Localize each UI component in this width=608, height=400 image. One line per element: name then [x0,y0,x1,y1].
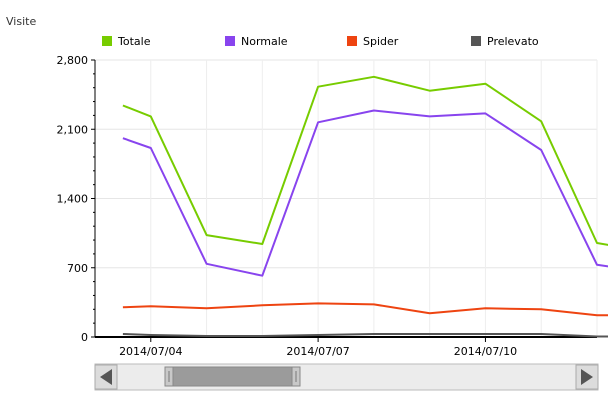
legend-swatch [102,36,112,46]
x-tick-label: 2014/07/04 [119,345,182,358]
scroll-thumb[interactable] [164,366,301,387]
legend-swatch [347,36,357,46]
legend-label: Spider [363,35,399,48]
legend-label: Prelevato [487,35,539,48]
y-tick-label: 2,100 [57,123,89,136]
legend-item-totale[interactable]: Totale [102,35,151,48]
legend-label: Normale [241,35,288,48]
series-line-spider [122,302,608,317]
series-line-normale [122,109,608,277]
y-tick-label: 700 [67,262,88,275]
y-axis-ticks: 0 700 1,400 2,100 2,800 [57,54,95,344]
legend-swatch [471,36,481,46]
triangle-right-icon [581,369,593,385]
scroll-left-button[interactable] [94,364,118,390]
y-tick-label: 2,800 [57,54,89,67]
series-line-prelevato [122,333,608,338]
x-axis-ticks: 2014/07/04 2014/07/07 2014/07/10 [119,337,517,358]
scrollbar[interactable] [94,363,599,391]
series-line-totale [122,75,608,246]
series-layer [122,75,608,338]
grid [95,59,598,337]
legend: Totale Normale Spider Prelevato [102,35,539,48]
x-tick-label: 2014/07/10 [454,345,517,358]
legend-swatch [225,36,235,46]
chart-title: Visite [6,15,36,28]
scroll-right-button[interactable] [575,364,599,390]
y-tick-label: 1,400 [57,193,89,206]
y-tick-label: 0 [81,331,88,344]
legend-item-prelevato[interactable]: Prelevato [471,35,539,48]
legend-item-spider[interactable]: Spider [347,35,399,48]
legend-item-normale[interactable]: Normale [225,35,288,48]
triangle-left-icon [100,369,112,385]
legend-label: Totale [117,35,151,48]
x-tick-label: 2014/07/07 [286,345,349,358]
